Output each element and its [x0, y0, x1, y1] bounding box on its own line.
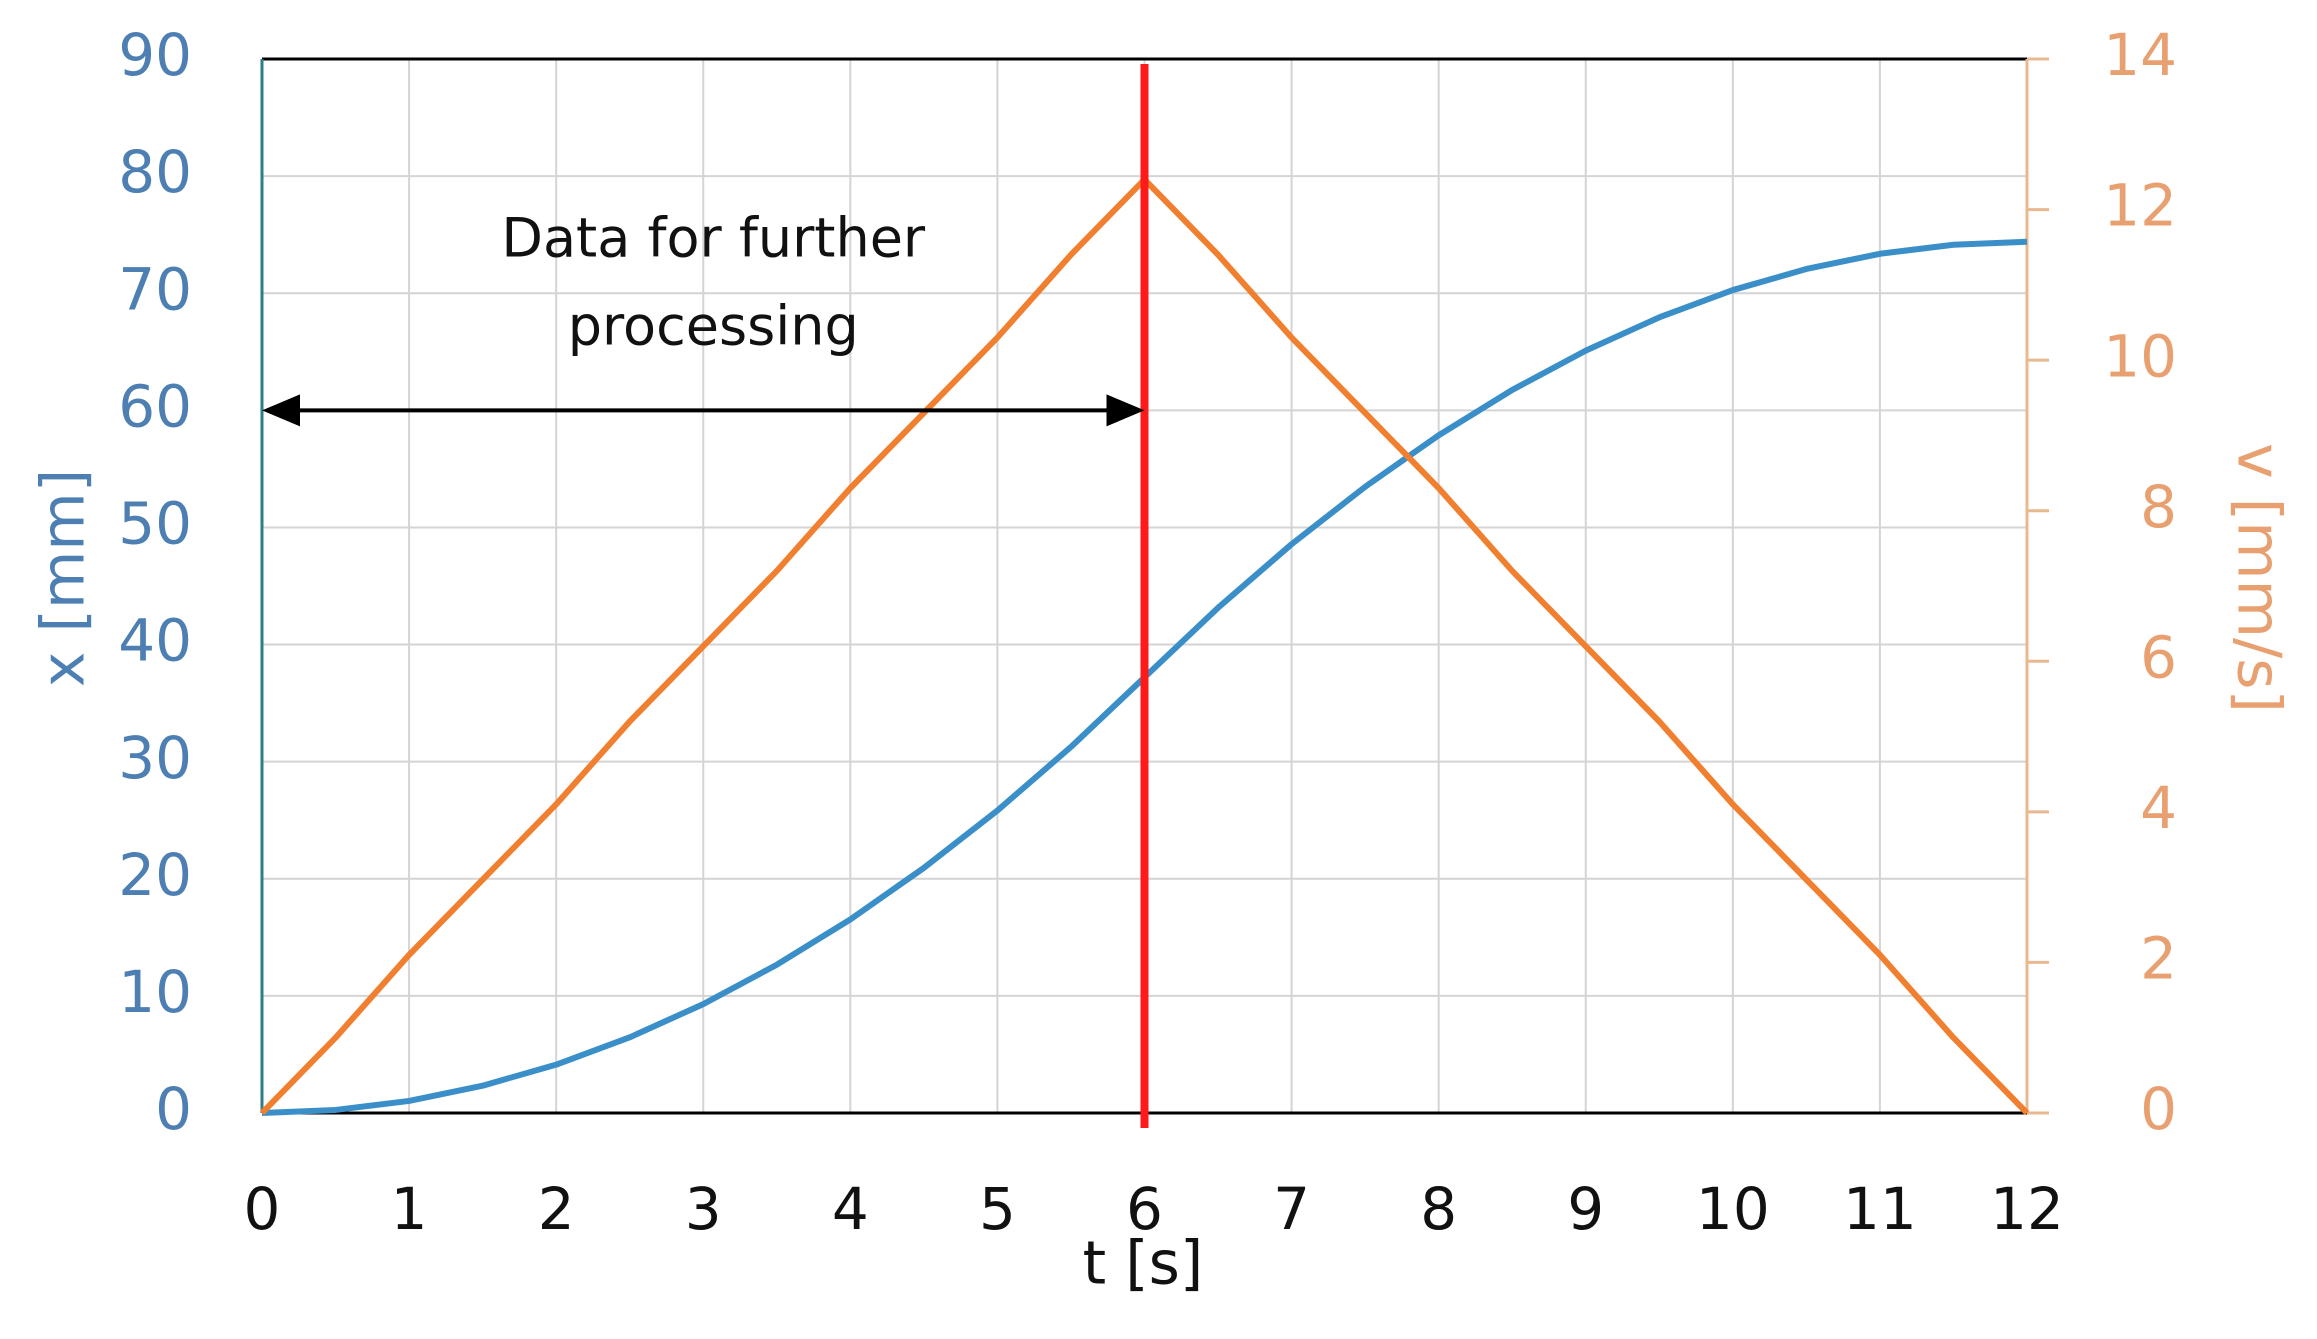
y-tick-label: 30 — [118, 724, 192, 792]
x-tick-label: 4 — [832, 1175, 869, 1243]
arrow-head — [1106, 394, 1145, 427]
y2-tick-label: 2 — [2140, 925, 2177, 993]
y-tick-label: 60 — [118, 372, 192, 440]
arrow-head — [262, 394, 300, 427]
x-tick-label: 9 — [1567, 1175, 1604, 1243]
x-tick-label: 5 — [979, 1175, 1016, 1243]
x-axis-label: t [s] — [1083, 1229, 1204, 1299]
y-tick-label: 80 — [118, 138, 192, 206]
x-tick-label: 3 — [685, 1175, 722, 1243]
x-tick-label: 8 — [1420, 1175, 1457, 1243]
x-tick-label: 2 — [538, 1175, 575, 1243]
x-tick-label: 10 — [1696, 1175, 1770, 1243]
y-axis-label: x [mm] — [29, 469, 99, 687]
x-tick-label: 1 — [391, 1175, 428, 1243]
x-tick-label: 6 — [1126, 1175, 1163, 1243]
y-tick-label: 0 — [155, 1075, 192, 1143]
y-tick-label: 40 — [118, 607, 192, 675]
x-tick-label: 7 — [1273, 1175, 1310, 1243]
y2-tick-label: 6 — [2140, 623, 2177, 691]
y2-tick-label: 14 — [2103, 21, 2177, 89]
y-tick-label: 70 — [118, 255, 192, 323]
y2-tick-label: 0 — [2140, 1075, 2177, 1143]
y-tick-label: 20 — [118, 841, 192, 909]
y2-tick-label: 8 — [2140, 473, 2177, 541]
annotation-text: Data for further — [501, 207, 926, 270]
y2-axis-label: v [mm/s] — [2223, 443, 2293, 713]
y2-tick-label: 4 — [2140, 774, 2177, 842]
x-tick-label: 0 — [244, 1175, 281, 1243]
y-tick-label: 50 — [118, 490, 192, 558]
y-tick-label: 10 — [118, 958, 192, 1026]
x-tick-label: 11 — [1843, 1175, 1917, 1243]
x-tick-label: 12 — [1990, 1175, 2064, 1243]
y2-tick-label: 12 — [2103, 172, 2177, 240]
y-tick-label: 90 — [118, 21, 192, 89]
annotation-text: processing — [568, 295, 859, 358]
y2-tick-label: 10 — [2103, 322, 2177, 390]
